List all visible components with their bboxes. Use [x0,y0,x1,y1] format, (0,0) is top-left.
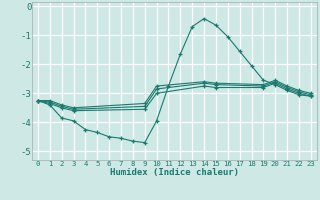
X-axis label: Humidex (Indice chaleur): Humidex (Indice chaleur) [110,168,239,177]
